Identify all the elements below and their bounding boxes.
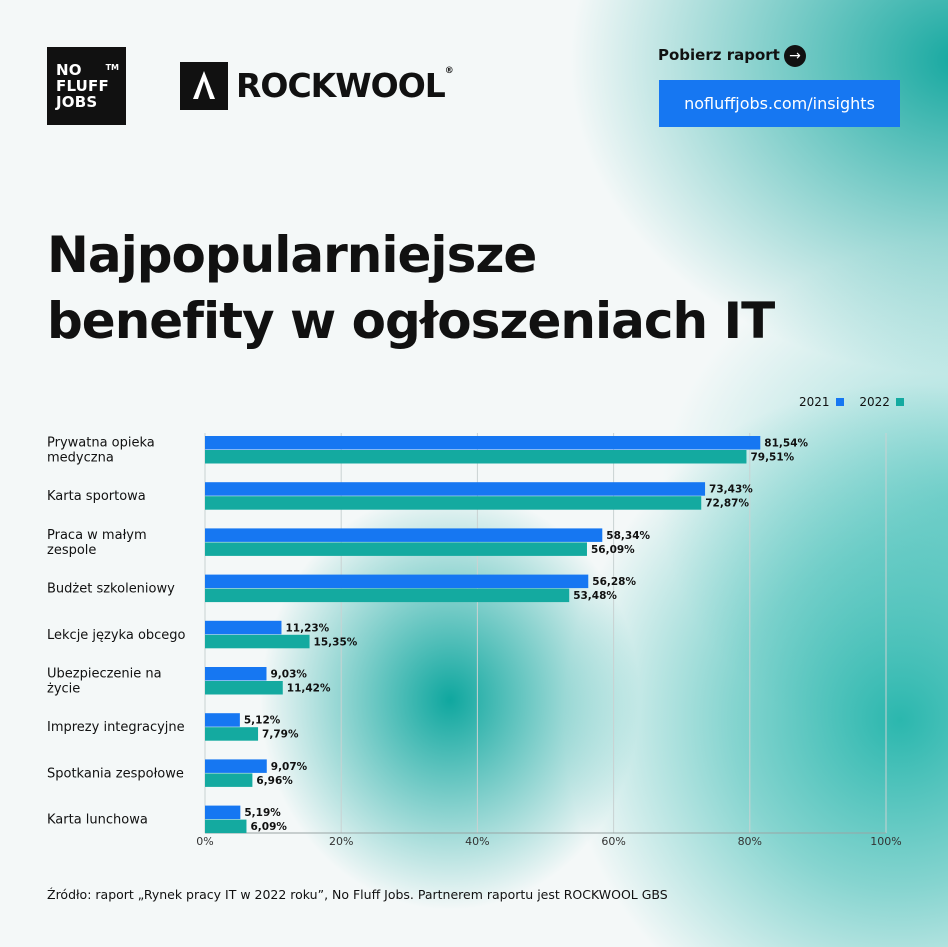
x-tick-label: 20% (329, 835, 353, 848)
chart-legend: 2021 2022 (787, 395, 904, 409)
bar-2022 (205, 819, 247, 834)
data-label: 7,79% (262, 729, 299, 741)
category-label: Budżet szkoleniowy (47, 582, 175, 597)
legend-label: 2021 (799, 395, 830, 409)
data-label: 53,48% (573, 590, 617, 602)
bar-2021 (205, 667, 267, 681)
logo-text-line: NO (56, 61, 82, 79)
data-label: 9,03% (270, 669, 307, 681)
data-label: 58,34% (606, 530, 650, 542)
bar-2022 (205, 634, 310, 649)
category-label: Prywatna opieka medyczna (47, 436, 155, 466)
registered-mark: ® (444, 66, 454, 76)
x-tick-label: 100% (870, 835, 901, 848)
bar-chart: 0% 20% 40% 60% 80% 100% Prywatna opieka medyczn… (47, 433, 902, 848)
bar-2022 (205, 450, 747, 464)
x-tick-label: 60% (601, 835, 625, 848)
page-title: Najpopularniejsze benefity w ogłoszeniac… (47, 222, 907, 354)
bar-2021 (205, 528, 603, 542)
bar-2022 (205, 542, 587, 556)
bar-2022 (205, 496, 702, 510)
bar-2021 (205, 759, 267, 773)
category-label: Karta lunchowa (47, 813, 148, 828)
bar-2021 (205, 713, 240, 727)
rockwool-wordmark: ROCKWOOL (236, 66, 446, 105)
arrow-right-icon[interactable]: → (784, 45, 806, 67)
category-label: Imprezy integracyjne (47, 720, 185, 735)
data-label: 9,07% (271, 761, 308, 773)
nofluffjobs-logo: NO FLUFF JOBS TM (47, 47, 126, 125)
bar-2021 (205, 482, 706, 496)
legend-swatch (835, 398, 844, 406)
data-label: 5,19% (244, 807, 281, 819)
data-label: 56,09% (591, 544, 635, 556)
data-label: 6,09% (250, 821, 287, 833)
trademark-mark: TM (105, 63, 119, 72)
data-label: 11,23% (285, 622, 329, 634)
legend-item-2021: 2021 (799, 395, 844, 409)
data-label: 79,51% (750, 452, 794, 464)
bar-2022 (205, 681, 283, 695)
category-label: Praca w małym zespole (47, 528, 147, 558)
download-report-label[interactable]: Pobierz raport (658, 46, 780, 64)
data-label: 56,28% (592, 576, 636, 588)
data-label: 81,54% (764, 438, 808, 450)
title-line: Najpopularniejsze (47, 226, 537, 284)
bar-2021 (205, 574, 589, 589)
rockwool-logo: ROCKWOOL® (236, 66, 454, 105)
bar-2022 (205, 588, 570, 603)
data-label: 6,96% (256, 775, 293, 787)
rockwool-mark-icon (193, 71, 215, 99)
category-label: Karta sportowa (47, 489, 146, 504)
category-label: Ubezpieczenie na życie (47, 667, 162, 697)
insights-url-button[interactable]: nofluffjobs.com/insights (659, 80, 900, 127)
legend-swatch (895, 398, 904, 406)
bar-2021 (205, 805, 241, 820)
x-tick-label: 80% (738, 835, 762, 848)
legend-label: 2022 (859, 395, 890, 409)
source-note: Źródło: raport „Rynek pracy IT w 2022 ro… (47, 887, 668, 902)
category-label: Lekcje języka obcego (47, 628, 186, 643)
data-label: 5,12% (244, 715, 281, 727)
bar-2022 (205, 727, 259, 741)
legend-item-2022: 2022 (859, 395, 904, 409)
x-tick-label: 40% (465, 835, 489, 848)
data-label: 15,35% (314, 636, 358, 648)
logo-text-line: JOBS (56, 93, 98, 111)
x-tick-label: 0% (196, 835, 213, 848)
bar-2021 (205, 436, 761, 450)
rockwool-logo-mark (180, 62, 228, 110)
title-line: benefity w ogłoszeniach IT (47, 292, 775, 350)
data-label: 11,42% (287, 683, 331, 695)
data-label: 72,87% (705, 498, 749, 510)
bar-2022 (205, 773, 253, 787)
data-label: 73,43% (709, 484, 753, 496)
logo-text-line: FLUFF (56, 77, 109, 95)
bar-2021 (205, 620, 282, 635)
category-label: Spotkania zespołowe (47, 766, 184, 781)
